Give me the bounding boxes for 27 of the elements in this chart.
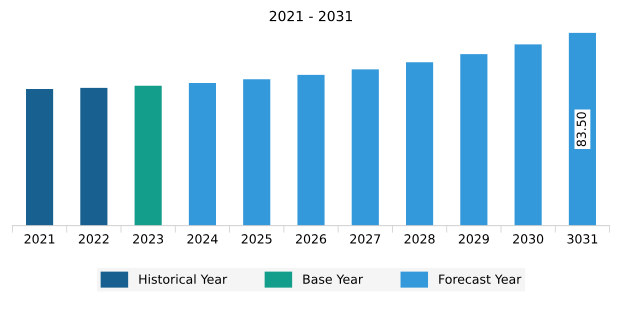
- x-tick-label: 2027: [350, 234, 380, 244]
- x-tick-label: 3031: [567, 234, 598, 244]
- bar: [188, 82, 216, 226]
- x-tick-label: 2025: [242, 234, 272, 244]
- x-tick-label: 2026: [296, 234, 326, 244]
- data-label: 83.50: [576, 112, 586, 146]
- bar: [514, 44, 542, 226]
- x-tick-label: 2029: [458, 234, 489, 244]
- bar: [26, 88, 54, 226]
- bar: [80, 88, 108, 226]
- legend-label: Base Year: [303, 274, 364, 284]
- bar: [243, 79, 270, 226]
- x-tick-label: 2021: [24, 234, 54, 244]
- x-tick-label: 2024: [187, 234, 218, 244]
- chart-title: 2021 - 2031: [270, 10, 352, 22]
- bar: [406, 62, 434, 226]
- x-tick-label: 2023: [133, 234, 164, 244]
- bar: [134, 86, 162, 226]
- x-tick-label: 2028: [404, 234, 435, 244]
- bar: [568, 32, 596, 226]
- bar: [460, 54, 488, 226]
- legend-label: Historical Year: [139, 274, 228, 284]
- bar: [352, 69, 379, 226]
- x-tick-label: 2030: [513, 234, 544, 244]
- bar: [297, 74, 325, 226]
- x-tick-label: 2022: [78, 234, 109, 244]
- legend-label: Forecast Year: [439, 274, 522, 284]
